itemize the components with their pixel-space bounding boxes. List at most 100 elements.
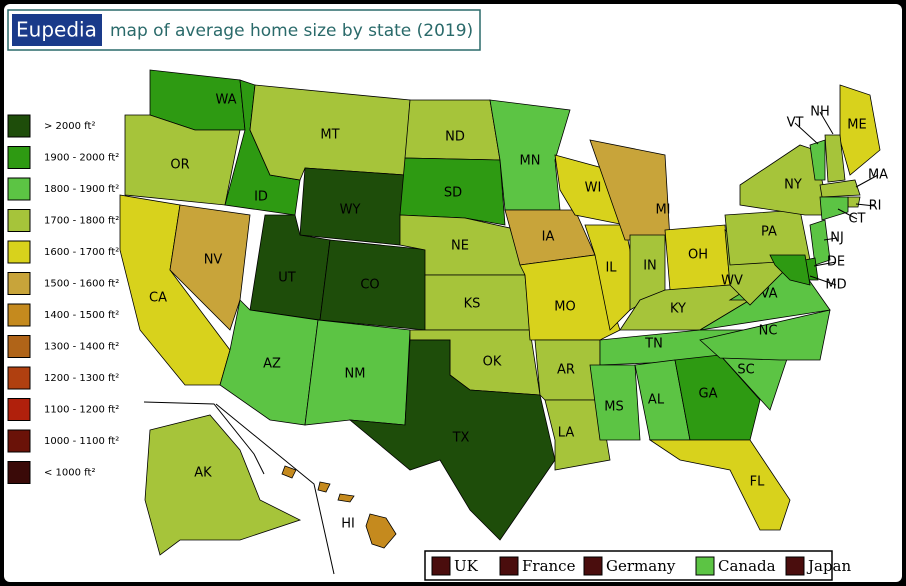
- legend-swatch: [7, 461, 31, 484]
- country-swatch: [583, 556, 603, 576]
- state-label: HI: [341, 517, 355, 532]
- state-label: AR: [557, 363, 575, 378]
- state: [819, 196, 849, 221]
- legend-label: 1600 - 1700 ft²: [44, 247, 119, 258]
- divider: [215, 403, 335, 575]
- state: [824, 134, 846, 183]
- state: [809, 219, 831, 266]
- state-label: MA: [868, 168, 888, 183]
- state: [584, 224, 641, 331]
- legend-swatch: [7, 398, 31, 421]
- state-label: MN: [520, 154, 541, 169]
- leader-line: [823, 237, 838, 241]
- state-label: MD: [825, 278, 846, 293]
- country-swatch: [695, 556, 715, 576]
- legend-label: 1100 - 1200 ft²: [44, 405, 119, 416]
- legend-label: 1900 - 2000 ft²: [44, 153, 119, 164]
- state-label: CT: [848, 212, 865, 227]
- legend-swatch: [7, 303, 31, 327]
- legend-swatch: [7, 272, 31, 295]
- country-label: Germany: [606, 557, 676, 575]
- state-label: CA: [149, 291, 167, 306]
- state: [365, 513, 397, 549]
- state-label: NV: [204, 253, 223, 268]
- legend-swatch: [7, 240, 31, 264]
- state-label: PA: [761, 225, 777, 240]
- legend-swatch: [7, 209, 31, 232]
- state-label: WV: [721, 274, 743, 289]
- map: Eupedia map of average home size by stat…: [7, 9, 888, 581]
- state: [819, 179, 861, 198]
- divider: [143, 401, 265, 475]
- state: [648, 439, 791, 531]
- state-label: IL: [605, 261, 617, 276]
- legend-swatch: [7, 366, 31, 390]
- state-label: OH: [688, 248, 708, 263]
- leader-line: [794, 122, 819, 145]
- country-label: France: [522, 557, 576, 575]
- state-label: MS: [604, 400, 623, 415]
- state: [348, 339, 556, 541]
- state-label: ND: [445, 130, 465, 145]
- state: [144, 414, 302, 556]
- state-label: MI: [655, 203, 670, 218]
- legend-label: 1400 - 1500 ft²: [44, 310, 119, 321]
- map-frame: Eupedia map of average home size by stat…: [4, 4, 902, 582]
- state-label: DE: [827, 255, 845, 270]
- state-label: NM: [345, 367, 366, 382]
- state: [769, 254, 811, 286]
- state-label: IA: [542, 230, 555, 245]
- state-label: TX: [452, 431, 470, 446]
- state-label: AZ: [263, 357, 281, 372]
- leader-line: [809, 275, 837, 286]
- legend-swatch: [7, 146, 31, 169]
- state-label: CO: [360, 278, 379, 293]
- state-label: UT: [278, 271, 296, 286]
- state: [674, 354, 761, 441]
- state-label: MT: [320, 128, 339, 143]
- state-label: TN: [644, 337, 663, 352]
- state-label: LA: [558, 426, 575, 441]
- state-label: AL: [648, 393, 665, 408]
- legend-swatch: [7, 177, 31, 201]
- country-swatch: [785, 556, 805, 576]
- state-label: NH: [810, 105, 830, 120]
- state-label: OK: [483, 355, 502, 370]
- state: [589, 364, 641, 441]
- country-label: Canada: [718, 557, 776, 575]
- legend-swatch: [7, 429, 31, 453]
- state-label: KS: [464, 297, 481, 312]
- legend-label: < 1000 ft²: [44, 468, 95, 479]
- legend-label: 1300 - 1400 ft²: [44, 342, 119, 353]
- leader-line: [855, 203, 876, 207]
- state-label: VT: [787, 116, 804, 131]
- country-swatch: [499, 556, 519, 576]
- state-label: IN: [643, 259, 657, 274]
- country-label: UK: [454, 557, 479, 575]
- state-label: AK: [194, 466, 212, 481]
- state-label: NJ: [830, 231, 844, 246]
- legend-label: 1800 - 1900 ft²: [44, 184, 119, 195]
- logo-bg: [12, 14, 102, 46]
- state-label: ME: [847, 118, 866, 133]
- state: [847, 196, 861, 208]
- legend-label: 1200 - 1300 ft²: [44, 373, 119, 384]
- state-label: MO: [554, 300, 575, 315]
- state: [281, 465, 297, 479]
- legend-label: > 2000 ft²: [44, 121, 95, 132]
- leader-line: [855, 174, 879, 188]
- leader-line: [813, 261, 837, 267]
- state: [839, 84, 881, 176]
- state: [124, 114, 241, 206]
- state-label: RI: [869, 199, 882, 214]
- state-label: ID: [254, 190, 268, 205]
- legend-label: 1700 - 1800 ft²: [44, 216, 119, 227]
- state-label: SD: [444, 186, 462, 201]
- legend-swatch: [7, 114, 31, 138]
- country-label: Japan: [806, 557, 852, 575]
- state: [699, 309, 831, 361]
- state: [809, 139, 826, 181]
- leader-line: [837, 208, 858, 220]
- state-label: WA: [215, 93, 236, 108]
- state-label: WY: [340, 203, 361, 218]
